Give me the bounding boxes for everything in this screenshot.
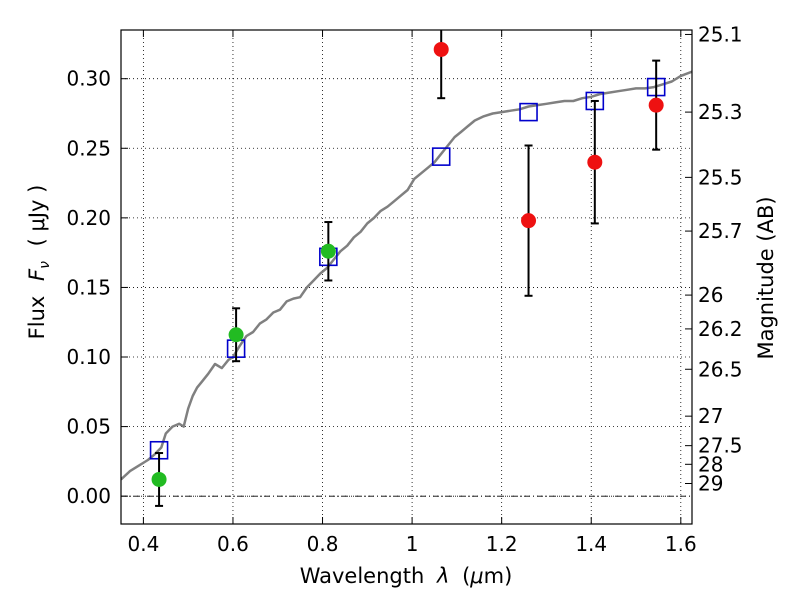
plot-frame <box>120 29 693 525</box>
x-tick-label: 0.8 <box>307 532 339 556</box>
nir-detection-point <box>648 97 664 113</box>
y-tick-label: 0.15 <box>66 275 111 299</box>
optical-detection-point <box>228 327 244 343</box>
y2-tick-label: 28 <box>698 452 723 476</box>
y-tick-label: 0.20 <box>66 206 111 230</box>
errorbar-layer <box>155 30 661 507</box>
x-tick-label: 0.6 <box>217 532 249 556</box>
y2-tick-label: 29 <box>698 472 723 496</box>
y-axis-title-unit: ( μJy ) <box>25 185 49 247</box>
plot-border <box>120 29 693 525</box>
x-tick-label: 1.6 <box>665 532 697 556</box>
y-axis-ticks: 0.00 0.05 0.10 0.15 0.20 0.25 0.30 <box>66 67 128 508</box>
nir-detection-point <box>587 154 603 170</box>
y2-tick-label: 25.5 <box>698 165 743 189</box>
y2-axis-title: Magnitude (AB) <box>754 196 778 359</box>
x-tick-label: 0.4 <box>127 532 159 556</box>
optical-detection-point <box>151 471 167 487</box>
x-axis-title-unit-mu: μ <box>469 564 483 588</box>
x-axis-title-symbol: λ <box>436 564 449 588</box>
x-axis-title-unit-open: ( <box>462 564 470 588</box>
y2-tick-label: 27 <box>698 404 723 428</box>
y-tick-label: 0.30 <box>66 67 111 91</box>
y-tick-label: 0.05 <box>66 415 111 439</box>
y-tick-label: 0.10 <box>66 345 111 369</box>
spectrum-layer <box>121 70 692 481</box>
y-tick-label: 0.00 <box>66 484 111 508</box>
x-tick-label: 1 <box>406 532 419 556</box>
y2-tick-label: 26 <box>698 283 723 307</box>
y2-tick-label: 26.2 <box>698 317 743 341</box>
detection-points-layer <box>151 41 664 487</box>
x-tick-label: 1.2 <box>486 532 518 556</box>
x-axis-ticks: 0.4 0.6 0.8 1 1.2 1.4 1.6 <box>127 30 697 556</box>
x-axis-title-text: Wavelength <box>300 564 425 588</box>
optical-detection-point <box>320 243 336 259</box>
model-photometry-square <box>431 147 451 166</box>
y2-tick-label: 25.3 <box>698 100 743 124</box>
model-photometry-layer <box>149 77 666 460</box>
plot-data-layer <box>121 30 692 507</box>
y-tick-label: 0.25 <box>66 136 111 160</box>
y2-tick-label: 25.1 <box>698 22 743 46</box>
nir-detection-point <box>433 41 449 57</box>
model-photometry-square <box>519 102 538 122</box>
x-axis-title-unit-rest: m) <box>484 564 513 588</box>
y-axis-title: Flux Fν ( μJy ) <box>25 185 54 340</box>
nir-detection-point <box>521 213 537 229</box>
model-spectrum-line <box>121 70 692 481</box>
y-axis-title-prefix: Flux <box>25 296 49 340</box>
y2-tick-label: 26.5 <box>698 357 743 381</box>
grid-layer <box>121 30 692 524</box>
x-tick-label: 1.4 <box>575 532 607 556</box>
x-axis-title: Wavelength λ (μm) <box>300 564 513 588</box>
y-axis-title-symbol: F <box>25 268 49 281</box>
y-axis-title-subscript: ν <box>37 261 53 269</box>
y2-tick-label: 25.7 <box>698 219 743 243</box>
y2-tick-label: 27.5 <box>698 434 743 458</box>
